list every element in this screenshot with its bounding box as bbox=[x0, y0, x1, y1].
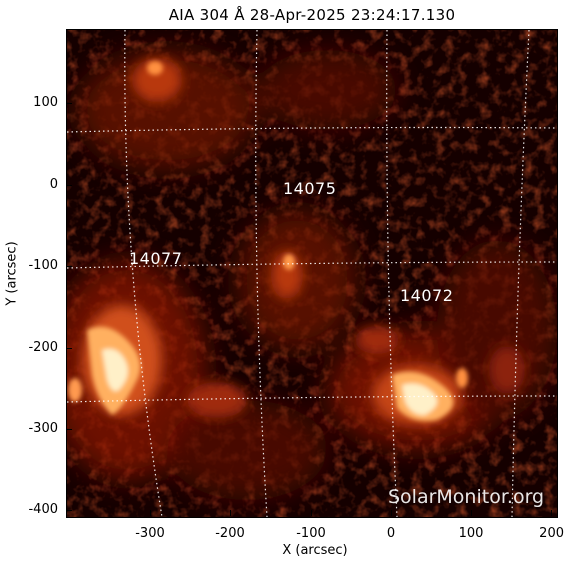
y-tick-mark bbox=[66, 266, 72, 267]
y-tick-label: -300 bbox=[28, 421, 58, 436]
region-label-14077: 14077 bbox=[129, 249, 183, 268]
region-label-14075: 14075 bbox=[283, 179, 337, 198]
x-tick-mark bbox=[391, 510, 392, 516]
x-tick-label: -200 bbox=[215, 526, 245, 541]
x-tick-mark bbox=[150, 510, 151, 516]
x-tick-label: 0 bbox=[386, 526, 396, 541]
x-tick-label: -100 bbox=[296, 526, 326, 541]
solar-plot-area bbox=[67, 30, 557, 517]
x-tick-mark bbox=[551, 510, 552, 516]
y-tick-mark bbox=[66, 103, 72, 104]
y-tick-mark bbox=[66, 348, 72, 349]
y-tick-label: -100 bbox=[28, 258, 58, 273]
y-tick-mark bbox=[66, 429, 72, 430]
region-label-14072: 14072 bbox=[400, 286, 454, 305]
y-tick-label: 0 bbox=[49, 177, 58, 192]
image-title: AIA 304 Å 28-Apr-2025 23:24:17.130 bbox=[168, 6, 456, 24]
y-tick-label: -200 bbox=[28, 340, 58, 355]
x-tick-mark bbox=[471, 510, 472, 516]
x-tick-mark bbox=[311, 510, 312, 516]
y-tick-label: 100 bbox=[33, 95, 58, 110]
x-tick-label: -300 bbox=[135, 526, 165, 541]
x-axis-title: X (arcsec) bbox=[282, 543, 348, 558]
watermark-text: SolarMonitor.org bbox=[388, 486, 545, 508]
y-tick-mark bbox=[66, 185, 72, 186]
sun-image bbox=[67, 30, 557, 517]
x-tick-mark bbox=[230, 510, 231, 516]
x-tick-label: 200 bbox=[539, 526, 564, 541]
y-tick-mark bbox=[66, 510, 72, 511]
y-axis-title: Y (arcsec) bbox=[4, 241, 20, 306]
x-tick-label: 100 bbox=[458, 526, 484, 541]
y-tick-label: -400 bbox=[28, 502, 58, 517]
